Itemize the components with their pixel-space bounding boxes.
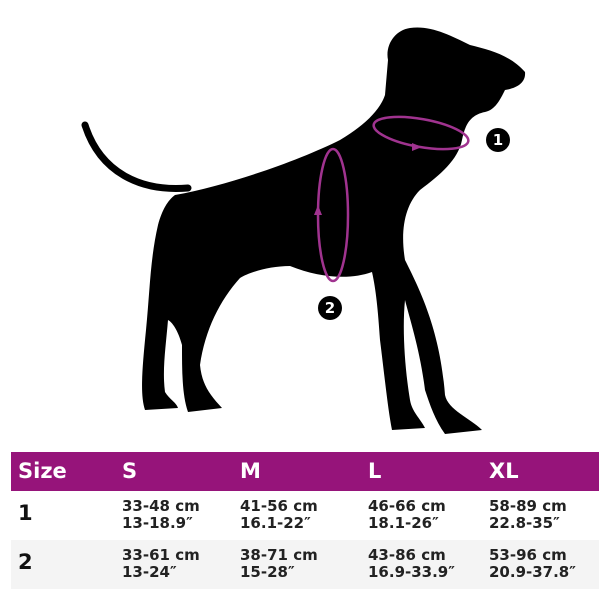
chest-marker-badge: 2 bbox=[318, 296, 342, 320]
cell-cm: 46-66 cm bbox=[368, 497, 446, 515]
header-m: M bbox=[240, 459, 261, 483]
dog-tail bbox=[81, 121, 192, 192]
cell-cm: 58-89 cm bbox=[489, 497, 567, 515]
table-cell: 38-71 cm 15-28″ bbox=[240, 547, 318, 581]
table-cell: 46-66 cm 18.1-26″ bbox=[368, 498, 446, 532]
chest-arrow-icon bbox=[314, 205, 322, 215]
cell-in: 20.9-37.8″ bbox=[489, 563, 576, 581]
table-cell: 58-89 cm 22.8-35″ bbox=[489, 498, 567, 532]
cell-cm: 33-48 cm bbox=[122, 497, 200, 515]
cell-cm: 43-86 cm bbox=[368, 546, 446, 564]
row-label: 2 bbox=[18, 550, 33, 574]
cell-cm: 53-96 cm bbox=[489, 546, 567, 564]
cell-in: 13-18.9″ bbox=[122, 514, 193, 532]
cell-in: 22.8-35″ bbox=[489, 514, 560, 532]
neck-marker-badge: 1 bbox=[486, 128, 510, 152]
table-cell: 53-96 cm 20.9-37.8″ bbox=[489, 547, 576, 581]
table-cell: 43-86 cm 16.9-33.9″ bbox=[368, 547, 455, 581]
dog-silhouette bbox=[81, 27, 526, 435]
table-cell: 33-48 cm 13-18.9″ bbox=[122, 498, 200, 532]
table-header: Size S M L XL bbox=[11, 452, 599, 491]
size-table: Size S M L XL 1 33-48 cm 13-18.9″ 41-56 c… bbox=[11, 452, 599, 589]
header-l: L bbox=[368, 459, 382, 483]
table-row: 1 33-48 cm 13-18.9″ 41-56 cm 16.1-22″ 46-6… bbox=[11, 491, 599, 540]
dog-body bbox=[142, 27, 526, 435]
cell-cm: 33-61 cm bbox=[122, 546, 200, 564]
cell-cm: 41-56 cm bbox=[240, 497, 318, 515]
row-label: 1 bbox=[18, 501, 33, 525]
cell-in: 15-28″ bbox=[240, 563, 295, 581]
table-cell: 41-56 cm 16.1-22″ bbox=[240, 498, 318, 532]
header-s: S bbox=[122, 459, 138, 483]
table-cell: 33-61 cm 13-24″ bbox=[122, 547, 200, 581]
cell-in: 16.9-33.9″ bbox=[368, 563, 455, 581]
table-row: 2 33-61 cm 13-24″ 38-71 cm 15-28″ 43-86 cm… bbox=[11, 540, 599, 589]
cell-in: 16.1-22″ bbox=[240, 514, 311, 532]
cell-in: 18.1-26″ bbox=[368, 514, 439, 532]
neck-arrow-icon bbox=[412, 143, 422, 151]
cell-in: 13-24″ bbox=[122, 563, 177, 581]
cell-cm: 38-71 cm bbox=[240, 546, 318, 564]
header-size: Size bbox=[18, 459, 67, 483]
header-xl: XL bbox=[489, 459, 519, 483]
